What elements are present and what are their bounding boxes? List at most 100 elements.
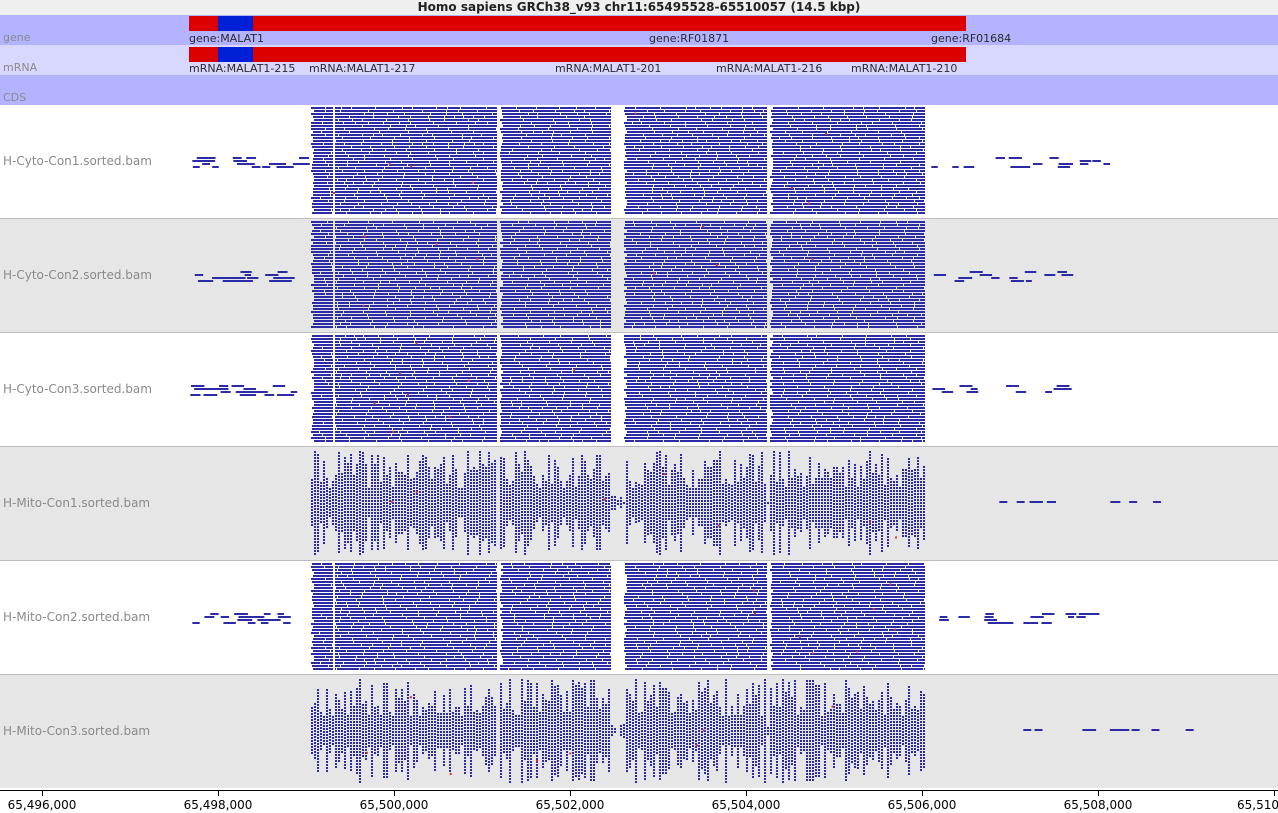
read [368,500,370,502]
read [371,146,394,148]
read [484,422,497,424]
read [464,530,466,532]
read [802,350,810,352]
read [350,478,352,480]
gene-rf01684-label[interactable]: gene:RF01684 [931,32,1012,45]
read [689,131,703,133]
read [425,257,439,259]
bam-track-h-cyto-con1[interactable]: H-Cyto-Con1.sorted.bam [0,105,1278,218]
read [597,263,611,265]
read [626,188,652,190]
read [494,146,497,148]
read [913,410,925,412]
read [496,239,497,241]
mrna-malat1-201-label[interactable]: mRNA:MALAT1-201 [555,62,662,75]
read [397,179,418,181]
read [852,269,875,271]
read [407,530,409,532]
read [416,487,418,489]
read [570,260,580,262]
read [813,155,826,157]
read [419,476,421,478]
gene-feature-bar[interactable] [189,16,966,31]
read [772,242,797,244]
read [359,466,361,468]
read [420,206,433,208]
read [401,517,403,519]
read [876,416,884,418]
read [464,521,466,523]
read [903,140,922,142]
read [832,407,848,409]
read [435,263,444,265]
cds-annotation-track[interactable]: CDS [0,75,1278,105]
bam-track-h-cyto-con2[interactable]: H-Cyto-Con2.sorted.bam [0,219,1278,332]
read [383,496,385,498]
read [865,197,892,199]
read [516,194,531,196]
read [442,428,458,430]
read [700,386,722,388]
read [353,502,355,504]
read [770,425,793,427]
read [419,497,421,499]
read [642,302,665,304]
read [704,188,720,190]
read [431,521,433,523]
read [387,371,414,373]
mrna-malat1-215-label[interactable]: mRNA:MALAT1-215 [189,62,296,75]
mrna-malat1-217-label[interactable]: mRNA:MALAT1-217 [309,62,416,75]
bam-track-h-cyto-con3[interactable]: H-Cyto-Con3.sorted.bam [0,333,1278,446]
read [407,464,409,466]
mismatch-mark [392,430,395,433]
read [358,422,383,424]
read [713,134,727,136]
read [918,326,925,328]
read [963,166,975,168]
read [773,152,783,154]
read [374,302,393,304]
read [742,422,756,424]
read [694,314,713,316]
read [624,227,652,229]
read [407,482,409,484]
read [862,122,872,124]
read [625,125,649,127]
mrna-annotation-track[interactable]: mRNA mRNA:MALAT1-215 mRNA:MALAT1-217 mRN… [0,45,1278,75]
bam-track-h-mito-con1[interactable]: H-Mito-Con1.sorted.bam [0,447,1278,560]
read [386,526,388,528]
read [247,277,259,279]
read [746,374,767,376]
read [583,320,600,322]
read [362,464,364,466]
read [419,542,421,544]
read [410,488,412,490]
read [362,461,364,463]
mrna-malat1-210-label[interactable]: mRNA:MALAT1-210 [851,62,958,75]
read [374,356,387,358]
read [624,209,647,211]
read [407,473,409,475]
gene-rf01871-label[interactable]: gene:RF01871 [649,32,730,45]
read [841,338,865,340]
gene-annotation-track[interactable]: gene gene:MALAT1 gene:RF01871 gene:RF016… [0,15,1278,45]
read [902,440,912,442]
read [702,419,728,421]
read [797,275,815,277]
read [386,523,388,525]
mrna-malat1-216-label[interactable]: mRNA:MALAT1-216 [716,62,823,75]
gene-malat1-label[interactable]: gene:MALAT1 [189,32,264,45]
read [676,266,701,268]
mrna-feature-bar[interactable] [189,47,966,62]
read [422,485,424,487]
read [344,508,346,510]
read [458,221,470,223]
read [856,293,883,295]
read [344,538,346,540]
read [377,524,379,526]
read [845,428,869,430]
read [366,338,380,340]
read [428,476,430,478]
read [563,350,585,352]
read [467,502,469,504]
